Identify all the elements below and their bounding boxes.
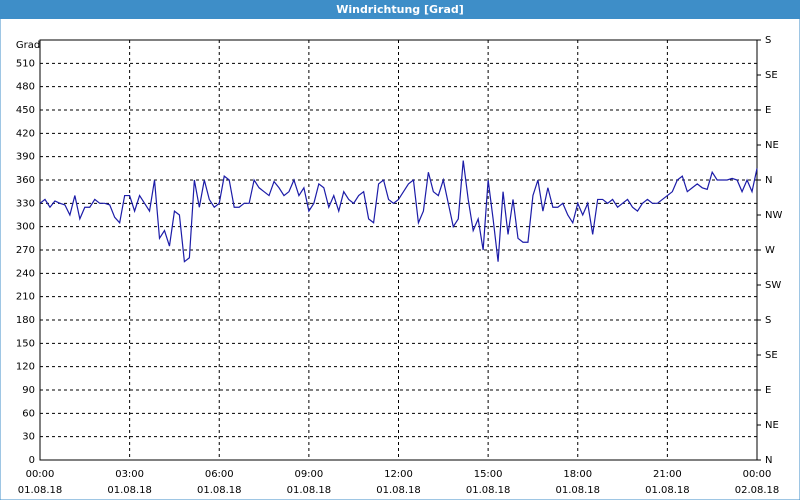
y-tick-label: 0 [29, 455, 35, 466]
x-tick-label: 00:00 [743, 469, 772, 480]
x-tick-date: 02.08.18 [735, 485, 780, 496]
x-tick-label: 12:00 [384, 469, 413, 480]
x-tick-label: 03:00 [115, 469, 144, 480]
x-tick-date: 01.08.18 [107, 485, 152, 496]
y-tick-label: 240 [16, 268, 35, 279]
y-tick-label: 210 [16, 292, 35, 303]
y-tick-label: 450 [16, 105, 35, 116]
y2-tick-label: N [765, 175, 772, 186]
y-axis-label: Grad [16, 40, 40, 51]
y2-tick-label: E [765, 105, 771, 116]
y-tick-label: 90 [22, 385, 35, 396]
y2-tick-label: SW [765, 280, 781, 291]
chart-title: Windrichtung [Grad] [336, 3, 464, 16]
x-tick-date: 01.08.18 [555, 485, 600, 496]
x-tick-date: 01.08.18 [287, 485, 332, 496]
y2-tick-label: NE [765, 140, 779, 151]
y-tick-label: 120 [16, 362, 35, 373]
y2-tick-label: S [765, 315, 771, 326]
x-tick-label: 00:00 [26, 469, 55, 480]
y-tick-label: 180 [16, 315, 35, 326]
y2-tick-label: N [765, 455, 772, 466]
x-tick-date: 01.08.18 [197, 485, 242, 496]
x-tick-label: 09:00 [294, 469, 323, 480]
x-tick-label: 15:00 [474, 469, 503, 480]
y-tick-label: 300 [16, 222, 35, 233]
x-tick-label: 21:00 [653, 469, 682, 480]
y2-tick-label: SE [765, 70, 778, 81]
y-tick-label: 150 [16, 338, 35, 349]
y2-tick-label: W [765, 245, 775, 256]
x-tick-date: 01.08.18 [645, 485, 690, 496]
y-tick-label: 420 [16, 128, 35, 139]
title-bar [0, 0, 800, 19]
x-tick-label: 06:00 [205, 469, 234, 480]
y-tick-label: 480 [16, 82, 35, 93]
y-tick-label: 390 [16, 152, 35, 163]
y2-tick-label: E [765, 385, 771, 396]
y-tick-label: 270 [16, 245, 35, 256]
y2-tick-label: NE [765, 420, 779, 431]
y-tick-label: 30 [22, 432, 35, 443]
y-tick-label: 510 [16, 58, 35, 69]
y2-tick-label: NW [765, 210, 782, 221]
x-tick-label: 18:00 [563, 469, 592, 480]
y2-tick-label: S [765, 35, 771, 46]
x-tick-date: 01.08.18 [18, 485, 63, 496]
data-line [39, 160, 758, 263]
y-tick-label: 60 [22, 408, 35, 419]
x-tick-date: 01.08.18 [376, 485, 421, 496]
y-tick-label: 330 [16, 198, 35, 209]
x-tick-date: 01.08.18 [466, 485, 511, 496]
y-tick-label: 360 [16, 175, 35, 186]
y2-tick-label: SE [765, 350, 778, 361]
